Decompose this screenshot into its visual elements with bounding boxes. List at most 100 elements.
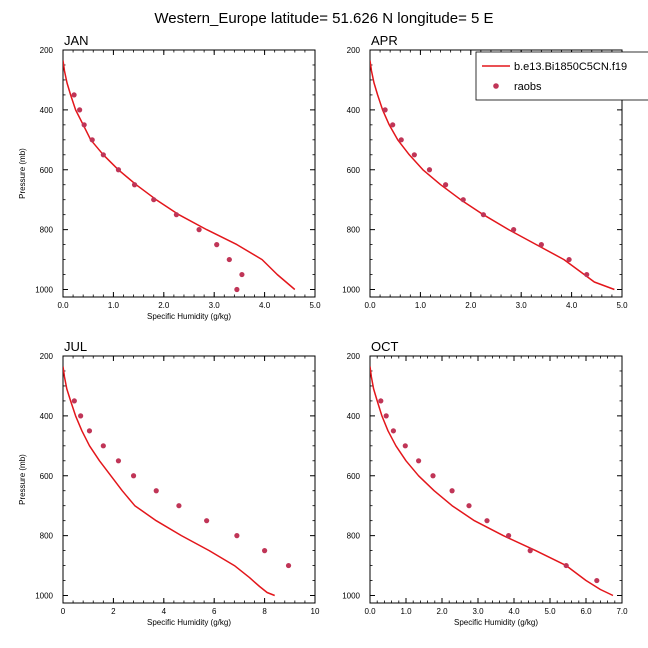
raobs-point-jan [226, 256, 232, 263]
y-tick-label-jan: 800 [40, 226, 54, 235]
raobs-point-oct [416, 458, 422, 464]
y-tick-label-jul: 600 [40, 472, 54, 481]
panel-jan: JAN 0.0 1.0 2.0 3.0 4.0 5.0 200 400 600 800 1000 Spe… [18, 33, 321, 321]
raobs-point-jul [234, 533, 240, 539]
plot-area-apr [370, 60, 615, 291]
panel-apr: APR 0.0 1.0 2.0 3.0 4.0 5.0 200 400 600 800 1000 [342, 33, 628, 310]
raobs-point-apr [566, 256, 572, 263]
y-axis-label-jan: Pressure (mb) [18, 148, 27, 199]
raobs-point-oct [383, 413, 389, 419]
raobs-point-apr [382, 107, 388, 113]
raobs-point-jul [71, 398, 77, 404]
model-line-jul [63, 366, 275, 597]
raobs-point-jul [78, 413, 84, 419]
raobs-point-jan [89, 137, 95, 143]
raobs-point-oct [563, 562, 569, 569]
y-tick-label-jul: 800 [40, 532, 54, 541]
raobs-point-apr [538, 242, 544, 248]
y-tick-label-jan: 200 [40, 46, 54, 55]
raobs-point-jul [285, 562, 292, 569]
panel-title-oct: OCT [371, 339, 399, 354]
raobs-point-jan [151, 197, 157, 203]
model-line-oct [370, 366, 614, 597]
x-tick-label-jan: 5.0 [309, 301, 321, 310]
raobs-point-oct [527, 548, 533, 554]
x-tick-label-apr: 4.0 [566, 301, 578, 310]
x-tick-label-apr: 2.0 [465, 301, 477, 310]
y-tick-label-oct: 600 [347, 472, 361, 481]
y-tick-label-jan: 1000 [35, 286, 53, 295]
x-tick-label-jul: 10 [311, 607, 320, 616]
plot-area-oct [370, 366, 614, 597]
y-tick-label-jul: 200 [40, 352, 54, 361]
legend-marker-swatch [493, 83, 499, 89]
raobs-point-jan [71, 92, 77, 98]
y-tick-label-apr: 200 [347, 46, 361, 55]
panel-title-apr: APR [371, 33, 398, 48]
raobs-point-apr [443, 182, 449, 188]
x-tick-label-jul: 6 [212, 607, 217, 616]
raobs-point-apr [480, 212, 486, 218]
raobs-point-oct [594, 577, 600, 584]
raobs-point-oct [378, 398, 384, 404]
raobs-point-jul [153, 488, 159, 494]
x-tick-label-jan: 4.0 [259, 301, 271, 310]
y-tick-label-apr: 600 [347, 166, 361, 175]
y-tick-label-apr: 800 [347, 226, 361, 235]
x-tick-label-apr: 1.0 [415, 301, 427, 310]
raobs-point-jan [115, 167, 122, 173]
x-tick-label-jul: 2 [111, 607, 116, 616]
x-axis-label-jul: Specific Humidity (g/kg) [147, 618, 231, 627]
raobs-point-jul [130, 473, 137, 479]
plot-frame-jul [62, 355, 316, 604]
raobs-point-jan [239, 271, 245, 278]
raobs-point-jan [196, 227, 202, 233]
raobs-point-jul [176, 503, 182, 509]
x-tick-label-jan: 1.0 [108, 301, 120, 310]
figure-title: Western_Europe latitude= 51.626 N longit… [154, 10, 493, 27]
y-tick-label-oct: 800 [347, 532, 361, 541]
raobs-point-apr [398, 137, 404, 143]
raobs-point-apr [426, 167, 433, 173]
x-axis-label-oct: Specific Humidity (g/kg) [454, 618, 538, 627]
x-tick-label-oct: 3.0 [472, 607, 484, 616]
raobs-point-jul [262, 548, 268, 554]
legend-box [475, 51, 648, 101]
raobs-point-jan [81, 122, 87, 128]
x-tick-label-jan: 2.0 [158, 301, 170, 310]
plot-frame-jan [62, 49, 316, 298]
raobs-point-jan [131, 182, 138, 188]
raobs-point-jul [204, 518, 210, 524]
raobs-point-apr [411, 152, 417, 158]
raobs-point-oct [402, 443, 408, 449]
plot-frame-oct [369, 355, 623, 604]
plot-frame-apr [369, 49, 623, 298]
raobs-point-jul [115, 458, 122, 464]
panel-oct: OCT 0.0 1.0 2.0 3.0 4.0 5.0 6.0 7.0 200 400 600 800 1… [342, 339, 628, 627]
raobs-point-apr [584, 271, 590, 278]
raobs-point-jan [214, 242, 220, 248]
y-tick-label-oct: 1000 [342, 592, 360, 601]
panels-group: JAN 0.0 1.0 2.0 3.0 4.0 5.0 200 400 600 800 1000 Spe… [18, 33, 628, 627]
x-tick-label-jul: 0 [61, 607, 66, 616]
legend: b.e13.Bi1850C5CN.f19 raobs [475, 51, 648, 101]
y-tick-label-oct: 400 [347, 412, 361, 421]
x-tick-label-oct: 2.0 [436, 607, 448, 616]
plot-area-jul [63, 366, 292, 597]
panel-jul: JUL 0 2 4 6 8 10 200 400 600 800 1000 Specific Humid… [18, 339, 320, 627]
x-tick-label-jan: 0.0 [57, 301, 69, 310]
raobs-point-jan [234, 286, 240, 293]
raobs-point-oct [449, 488, 455, 494]
x-tick-label-oct: 6.0 [580, 607, 592, 616]
raobs-point-jan [100, 152, 106, 158]
x-tick-label-apr: 3.0 [516, 301, 528, 310]
x-tick-label-oct: 0.0 [364, 607, 376, 616]
y-tick-label-jul: 1000 [35, 592, 53, 601]
x-tick-label-apr: 0.0 [364, 301, 376, 310]
y-tick-label-jul: 400 [40, 412, 54, 421]
raobs-point-apr [511, 227, 517, 233]
x-tick-label-oct: 7.0 [616, 607, 628, 616]
panel-title-jan: JAN [64, 33, 89, 48]
model-line-apr [370, 60, 615, 291]
